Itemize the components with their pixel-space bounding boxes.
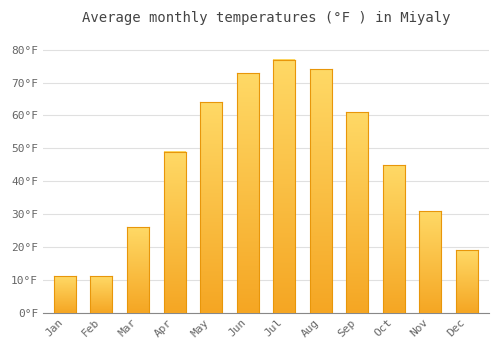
Title: Average monthly temperatures (°F ) in Miyaly: Average monthly temperatures (°F ) in Mi… [82, 11, 450, 25]
